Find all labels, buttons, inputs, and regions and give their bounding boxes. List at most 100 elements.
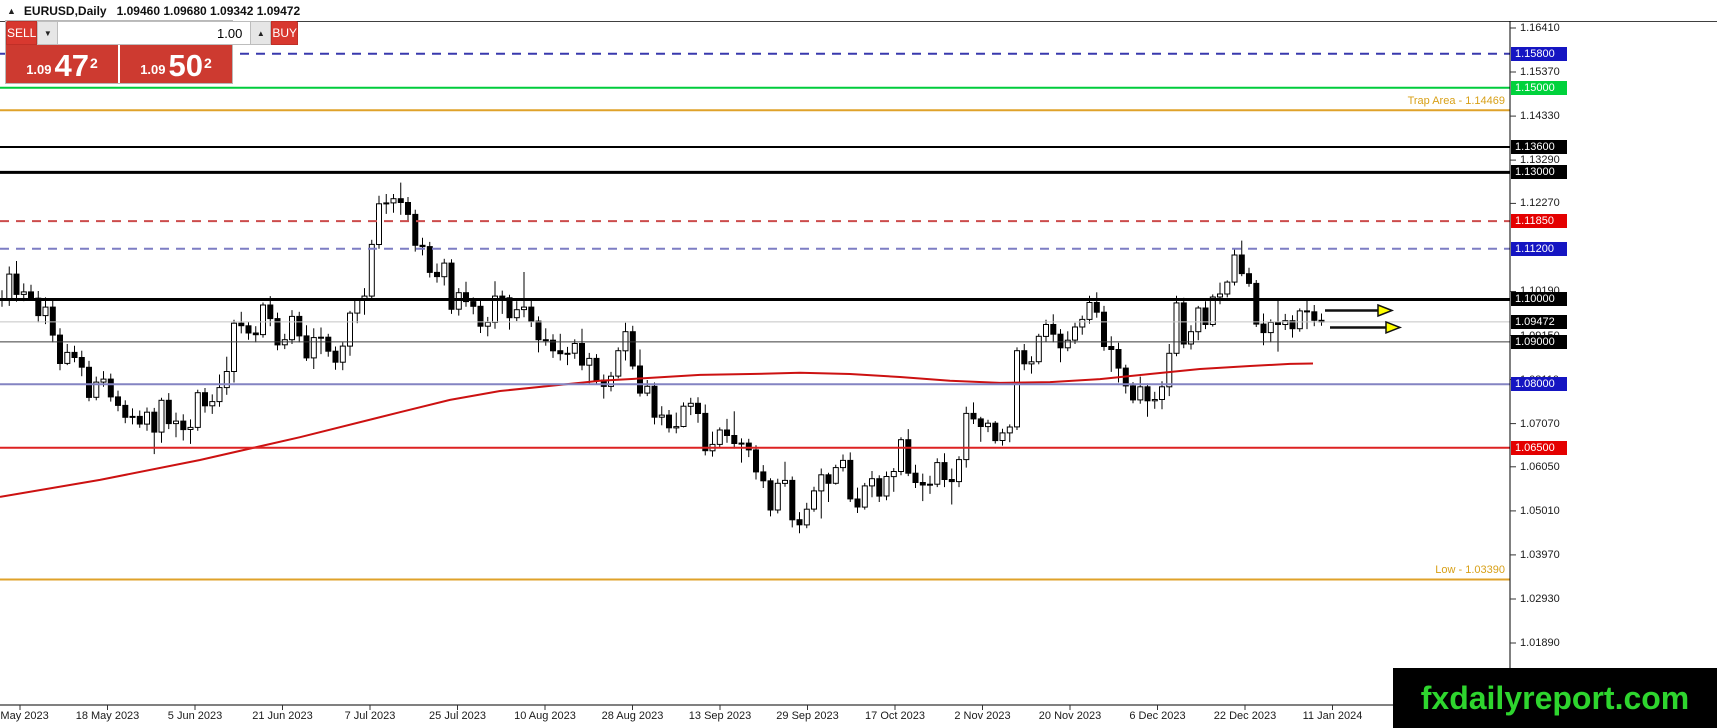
candle-body: [1311, 311, 1318, 321]
candle-body: [187, 426, 194, 430]
candle-body: [144, 411, 150, 425]
collapse-triangle-icon[interactable]: ▲: [7, 5, 16, 16]
candle-body: [680, 405, 687, 428]
candle-body: [695, 402, 701, 414]
candle-body: [977, 418, 984, 427]
candle-body: [738, 442, 745, 445]
candle-body: [724, 429, 730, 436]
candle-body: [818, 474, 825, 492]
candle-body: [165, 399, 172, 425]
candle-body: [861, 485, 868, 508]
candle-body: [1101, 311, 1107, 348]
candle-body: [1275, 321, 1281, 325]
candle-body: [1057, 333, 1064, 349]
watermark-text: fxdailyreport.com: [1420, 679, 1690, 716]
candle-body: [1238, 254, 1245, 275]
candle-body: [1296, 310, 1303, 330]
candle-body: [687, 402, 694, 407]
candle-body: [1209, 296, 1216, 325]
candle-body: [767, 480, 774, 511]
candle-body: [1064, 339, 1071, 349]
candle-body: [1166, 352, 1173, 388]
candle-body: [332, 350, 339, 363]
candle-body: [1115, 349, 1122, 369]
candle-body: [948, 479, 955, 483]
candle-body: [368, 243, 375, 297]
candle-body: [869, 478, 875, 487]
candle-body: [803, 508, 810, 526]
candle-body: [129, 415, 136, 418]
candle-body: [890, 471, 897, 478]
candle-body: [1144, 386, 1151, 402]
candle-body: [1028, 361, 1035, 365]
candle-body: [274, 318, 281, 346]
candle-body: [796, 519, 803, 526]
candle-body: [64, 351, 71, 364]
bid-price-box[interactable]: 1.09 47 2: [6, 45, 118, 83]
candle-body: [753, 449, 759, 473]
candle-body: [448, 262, 455, 310]
candle-body: [941, 462, 948, 481]
volume-input[interactable]: [58, 21, 251, 45]
volume-spinner: ▼ ▲: [37, 21, 272, 45]
candle-body: [325, 336, 332, 352]
candle-body: [745, 442, 752, 451]
candle-body: [919, 482, 926, 486]
candle-body: [28, 291, 34, 299]
candle-body: [78, 357, 85, 368]
bid-price-prefix: 1.09: [26, 62, 52, 77]
candle-body: [339, 345, 346, 363]
candle-body: [209, 401, 216, 407]
ask-price-box[interactable]: 1.09 50 2: [120, 45, 232, 83]
candle-body: [898, 439, 904, 473]
candle-body: [1072, 326, 1078, 341]
candle-body: [296, 315, 303, 337]
candle-body: [303, 335, 310, 359]
candle-body: [1188, 331, 1194, 345]
candle-body: [231, 322, 237, 373]
candle-body: [1021, 350, 1028, 365]
candle-body: [397, 198, 404, 203]
candle-body: [1260, 323, 1267, 334]
sell-button[interactable]: SELL: [6, 21, 38, 45]
candle-body: [477, 305, 484, 327]
candle-body: [702, 412, 709, 452]
candle-body: [405, 202, 411, 215]
candle-body: [564, 352, 571, 355]
candle-body: [1202, 307, 1209, 325]
candle-body: [107, 378, 114, 398]
candle-body: [847, 459, 854, 500]
ask-price-pip-digit: 2: [204, 55, 212, 71]
volume-decrease-button[interactable]: ▼: [37, 21, 59, 45]
candle-body: [6, 273, 13, 301]
arrow-head-1[interactable]: [1377, 303, 1395, 318]
candle-body: [194, 392, 201, 428]
candle-body: [484, 321, 491, 327]
candle-body: [1246, 273, 1252, 284]
candle-body: [122, 404, 129, 418]
candle-body: [434, 271, 440, 278]
buy-button[interactable]: BUY: [271, 21, 299, 45]
candle-body: [499, 295, 506, 299]
arrow-head-2[interactable]: [1385, 320, 1403, 335]
candle-body: [310, 337, 317, 359]
volume-increase-button[interactable]: ▲: [250, 21, 272, 45]
candle-body: [463, 292, 469, 303]
candle-body: [42, 306, 49, 317]
candle-body: [615, 350, 622, 377]
candle-body: [629, 331, 636, 367]
candle-body: [115, 396, 121, 406]
one-click-trade-panel: SELL ▼ ▲ BUY 1.09 47 2 1.09 50 2: [5, 20, 299, 84]
candle-body: [760, 471, 767, 482]
candle-body: [1079, 318, 1086, 328]
candle-body: [658, 414, 665, 418]
candle-body: [1137, 386, 1144, 401]
candle-body: [93, 381, 100, 398]
candle-body: [267, 304, 274, 320]
ask-price-prefix: 1.09: [140, 62, 166, 77]
candle-body: [1050, 324, 1057, 335]
candle-body: [985, 422, 991, 428]
candle-body: [876, 478, 883, 497]
